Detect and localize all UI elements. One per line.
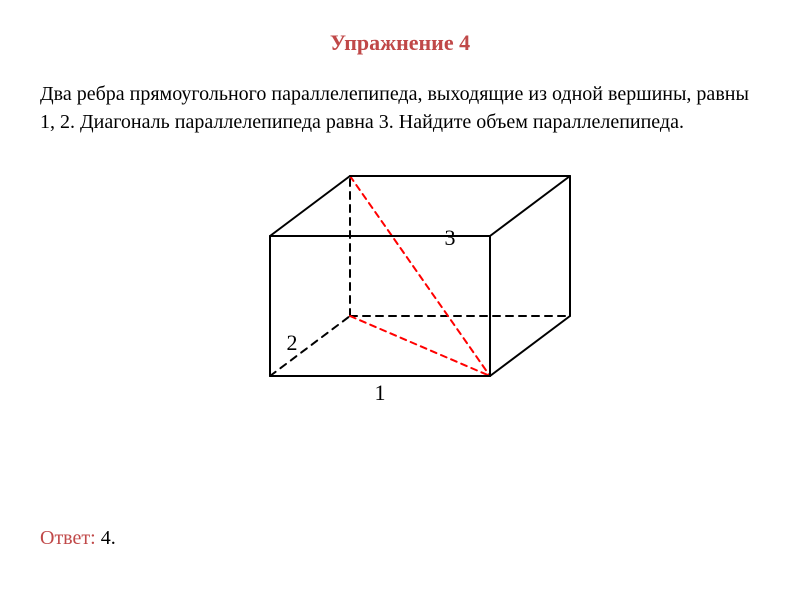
svg-text:2: 2 <box>287 330 298 355</box>
problem-statement: Два ребра прямоугольного параллелепипеда… <box>40 80 760 136</box>
answer-value: 4. <box>101 527 116 549</box>
answer-row: Ответ: 4. <box>40 527 116 550</box>
diagram-container: 1 2 3 <box>40 146 760 406</box>
answer-label: Ответ: <box>40 527 101 549</box>
svg-text:1: 1 <box>375 380 386 405</box>
svg-text:3: 3 <box>445 225 456 250</box>
cuboid-diagram: 1 2 3 <box>210 146 590 406</box>
exercise-title: Упражнение 4 <box>40 30 760 56</box>
